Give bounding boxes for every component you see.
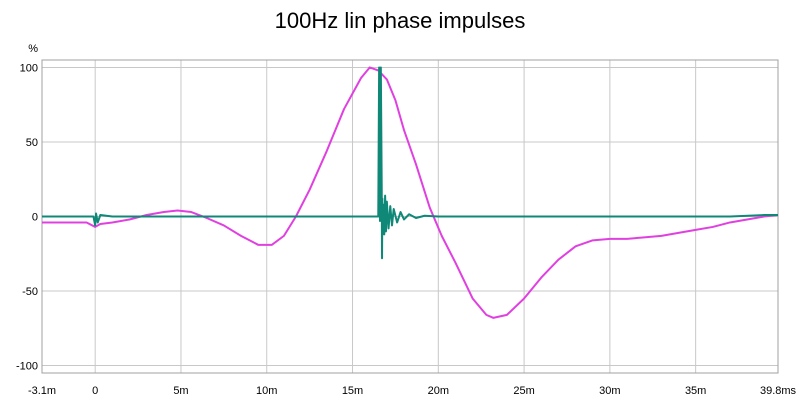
x-tick-label: 20m — [428, 385, 449, 397]
x-tick-label: 39.8ms — [760, 385, 797, 397]
y-tick-label: -100 — [16, 361, 38, 373]
series-line-1 — [42, 66, 778, 260]
x-tick-label: 5m — [173, 385, 188, 397]
x-tick-label: 0 — [92, 385, 98, 397]
x-tick-label: -3.1m — [28, 385, 56, 397]
chart-title: 100Hz lin phase impulses — [274, 8, 526, 33]
y-axis-unit: % — [28, 43, 38, 55]
y-tick-label: 0 — [32, 212, 38, 224]
x-tick-label: 15m — [342, 385, 363, 397]
x-tick-label: 25m — [513, 385, 534, 397]
series-group — [42, 66, 779, 319]
x-tick-label: 35m — [685, 385, 706, 397]
y-tick-label: 50 — [26, 137, 38, 149]
y-tick-label: -50 — [22, 286, 38, 298]
y-tick-label: 100 — [20, 62, 38, 74]
y-tick-labels: 100 50 0 -50 -100 — [16, 62, 38, 372]
x-tick-label: 10m — [256, 385, 277, 397]
series-line-0 — [42, 66, 779, 319]
x-tick-labels: -3.1m 0 5m 10m 15m 20m 25m 30m 35m 39.8ms — [28, 385, 797, 397]
x-tick-label: 30m — [599, 385, 620, 397]
